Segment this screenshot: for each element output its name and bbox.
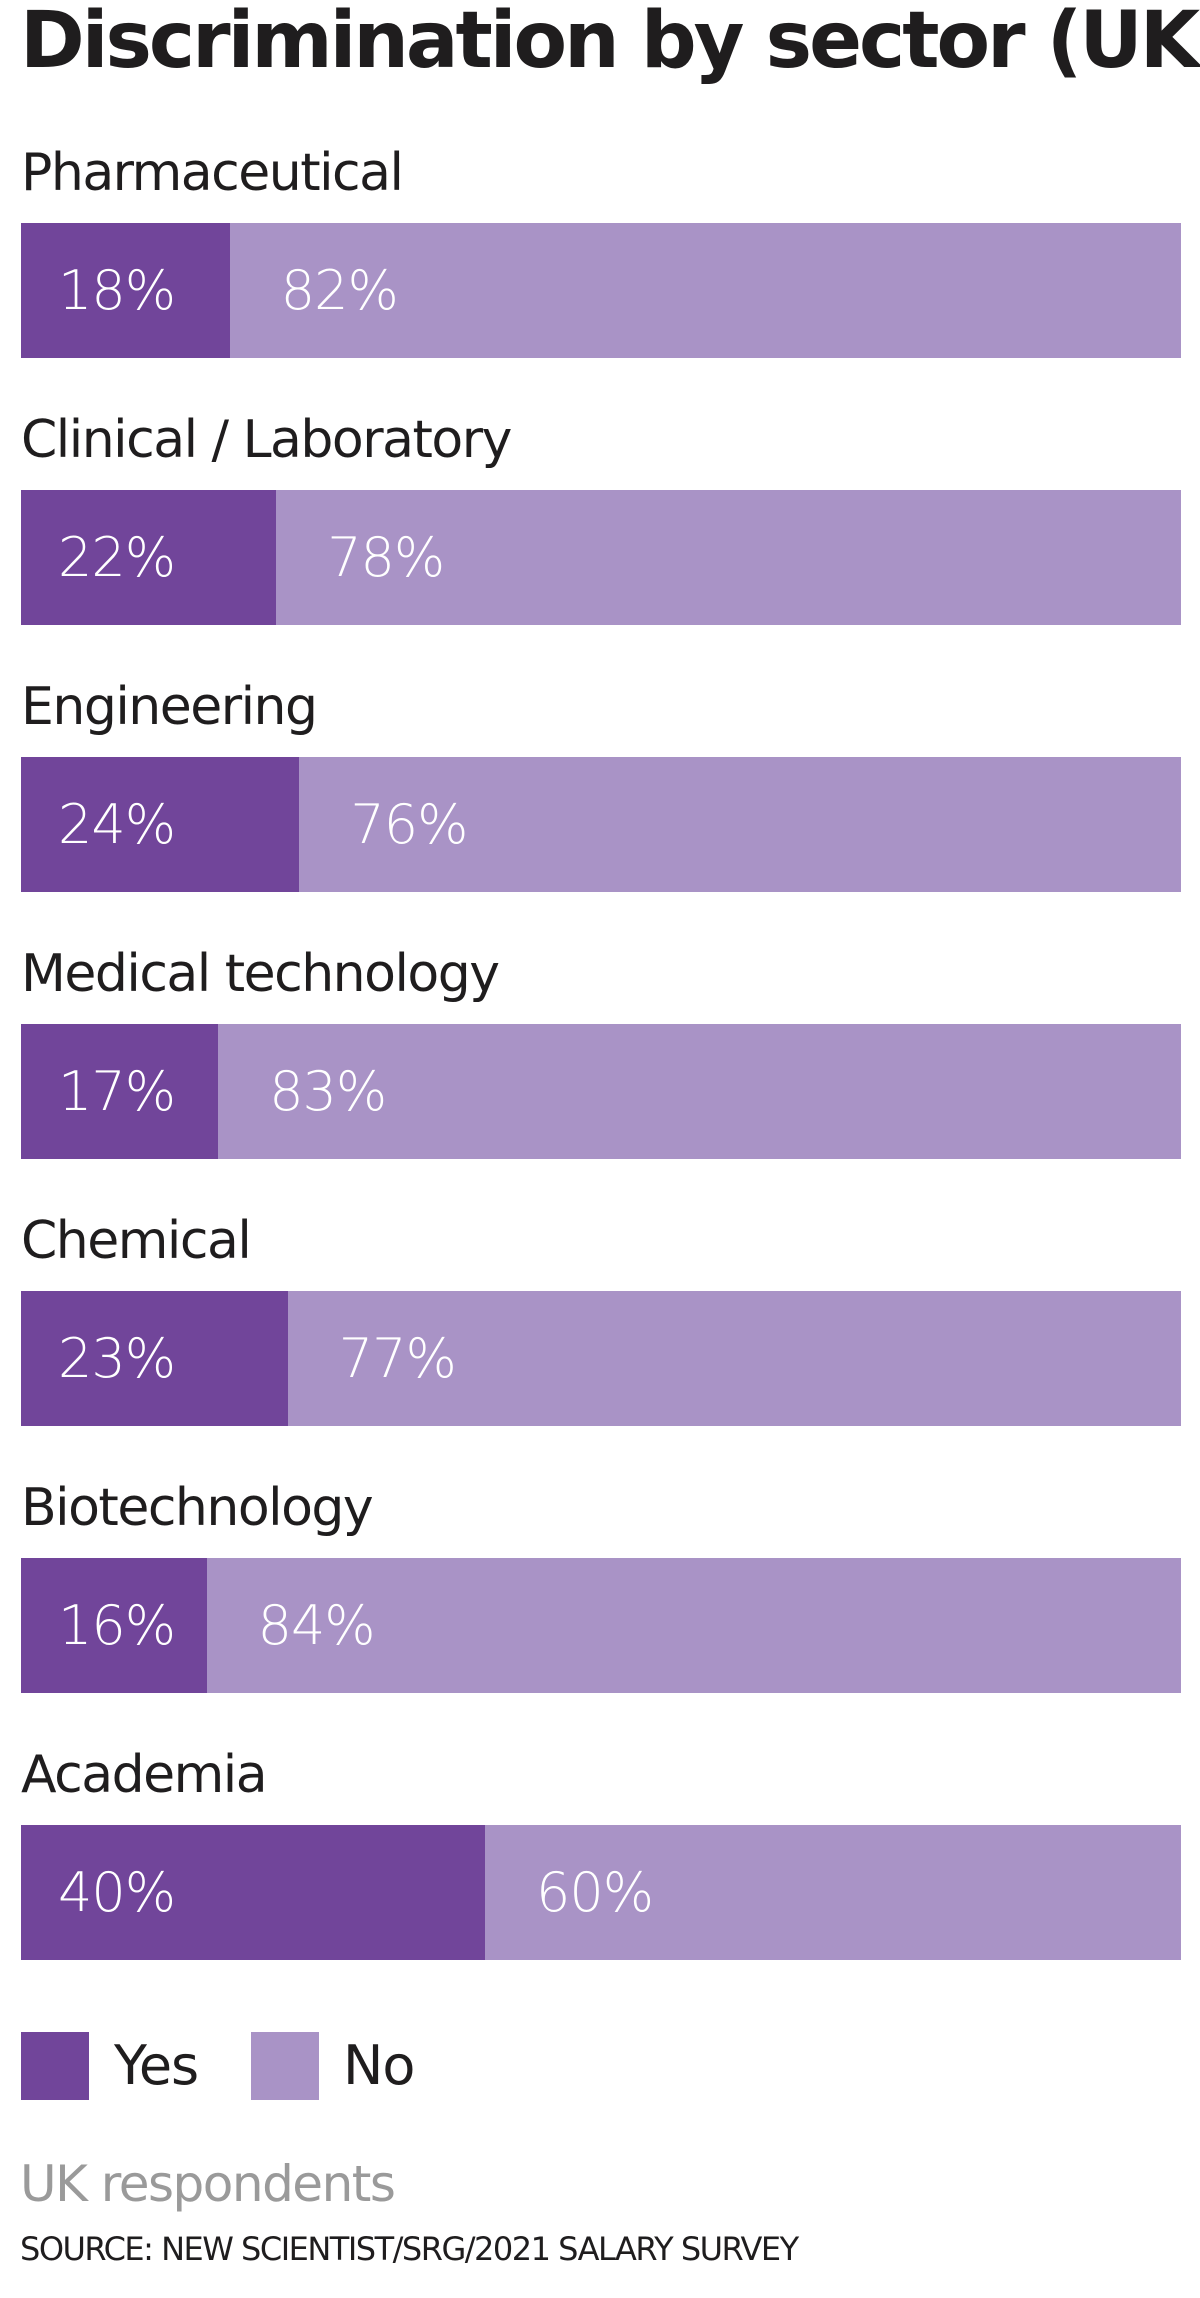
category-label: Chemical — [21, 1211, 252, 1271]
data-label: 82% — [280, 259, 399, 322]
category-label: Clinical / Laboratory — [21, 410, 512, 470]
bar-segment-no: 76% — [299, 757, 1181, 892]
data-label: 84% — [257, 1594, 376, 1657]
data-label: 78% — [327, 526, 445, 589]
category-label: Academia — [21, 1745, 268, 1805]
bar-segment-no: 60% — [485, 1825, 1181, 1960]
data-label: 23% — [58, 1327, 176, 1390]
data-label: 24% — [58, 793, 176, 856]
category-label: Engineering — [21, 677, 318, 737]
data-label: 76% — [350, 793, 468, 856]
bar-segment-yes: 24% — [21, 757, 300, 892]
stacked-bar: 16% 84% — [21, 1558, 1181, 1693]
stacked-bar: 22% 78% — [21, 490, 1181, 625]
data-label: 16% — [58, 1594, 176, 1657]
category-label: Biotechnology — [21, 1478, 374, 1538]
data-label: 18% — [58, 259, 176, 322]
bar-segment-no: 82% — [229, 223, 1181, 358]
stacked-bar: 24% 76% — [21, 757, 1181, 892]
bar-segment-no: 78% — [276, 490, 1181, 625]
category-label: Pharmaceutical — [21, 143, 404, 203]
bar-segment-yes: 23% — [21, 1291, 288, 1426]
data-label: 77% — [338, 1327, 457, 1390]
data-label: 40% — [58, 1861, 176, 1924]
bar-segment-yes: 22% — [21, 490, 277, 625]
stacked-bar: 23% 77% — [21, 1291, 1181, 1426]
bar-segment-yes: 17% — [21, 1024, 219, 1159]
bar-segment-yes: 40% — [21, 1825, 485, 1960]
bar-segment-no: 84% — [206, 1558, 1181, 1693]
data-label: 83% — [269, 1060, 387, 1123]
data-label: 17% — [58, 1060, 176, 1123]
legend-swatch-no — [251, 2032, 319, 2100]
chart-note: UK respondents — [20, 2155, 396, 2213]
bar-segment-no: 77% — [287, 1291, 1181, 1426]
bar-segment-no: 83% — [218, 1024, 1181, 1159]
legend-label-no: No — [343, 2034, 415, 2097]
legend-label-yes: Yes — [114, 2034, 199, 2097]
category-label: Medical technology — [21, 944, 500, 1004]
stacked-bar: 40% 60% — [21, 1825, 1181, 1960]
stacked-bar: 17% 83% — [21, 1024, 1181, 1159]
chart-title: Discrimination by sector (UK) — [20, 0, 1200, 86]
data-label: 22% — [58, 526, 176, 589]
bar-segment-yes: 18% — [21, 223, 230, 358]
legend-swatch-yes — [21, 2032, 89, 2100]
data-label: 60% — [536, 1861, 654, 1924]
stacked-bar: 18% 82% — [21, 223, 1181, 358]
chart-source: SOURCE: NEW SCIENTIST/SRG/2021 SALARY SU… — [20, 2230, 799, 2268]
bar-segment-yes: 16% — [21, 1558, 207, 1693]
